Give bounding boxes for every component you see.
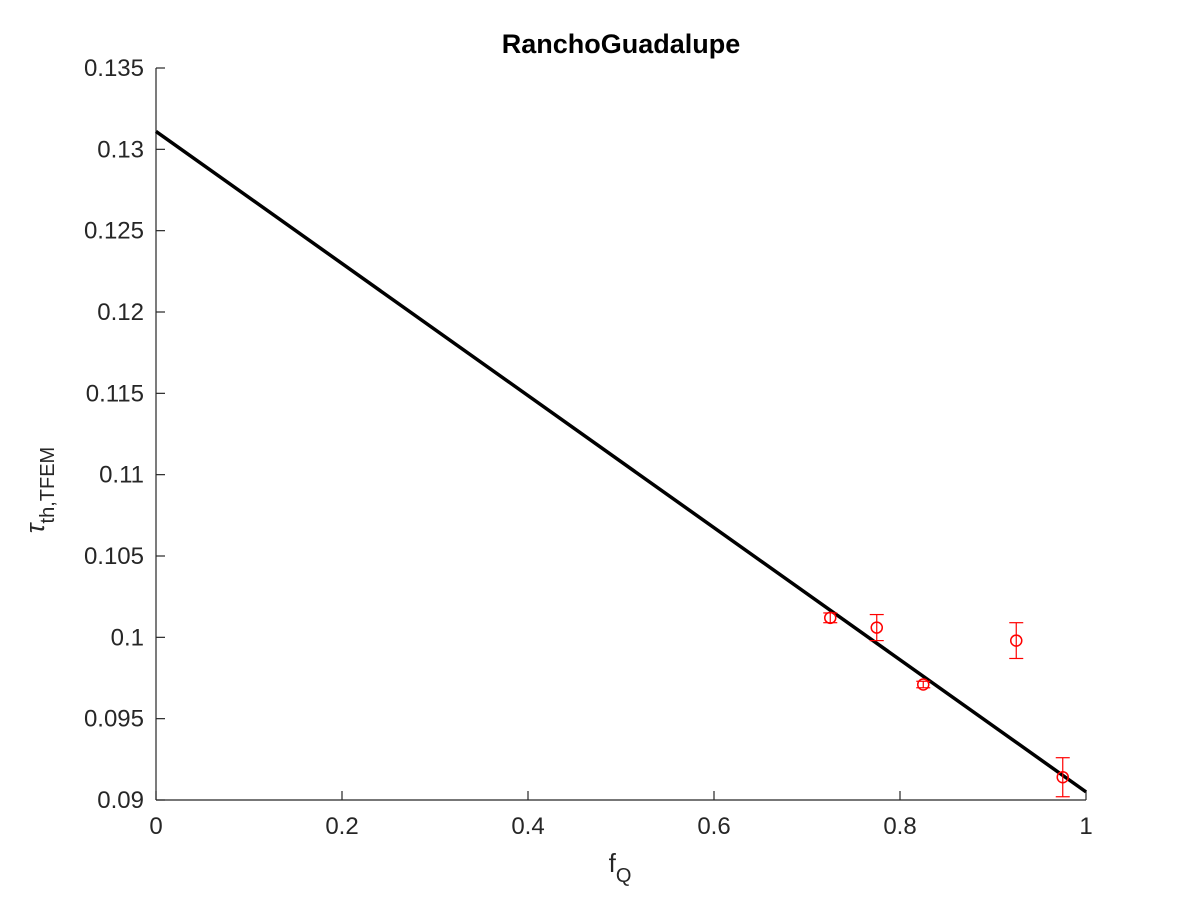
data-point [917,678,930,691]
data-point [1056,770,1069,784]
y-tick-label: 0.09 [97,787,144,814]
axes: 0 0.2 0.4 0.6 0.8 1 0.09 0.095 0.1 0.105 0.11 0.115… [84,55,1093,840]
x-tick-label: 0.2 [325,813,358,840]
y-tick-label: 0.1 [111,624,144,651]
data-point [824,611,837,625]
y-tick-label: 0.115 [86,380,144,407]
fit-line [154,130,1088,794]
data-point [1010,634,1023,647]
y-tick-label: 0.095 [84,706,144,733]
data-point [870,621,883,634]
plot-area [154,130,1088,798]
x-axis-label-main: f [609,848,617,878]
x-tick-label: 0 [149,813,162,840]
y-tick-label: 0.125 [84,218,144,245]
y-tick-label: 0.135 [84,55,144,82]
y-tick-label: 0.13 [97,136,144,163]
y-axis-label: τth,TFEM [20,447,59,533]
x-tick-label: 0.8 [883,813,916,840]
y-tick-label: 0.105 [84,543,144,570]
y-axis-label-sub: th,TFEM [37,447,59,524]
x-tick-label: 1 [1079,813,1092,840]
x-axis-label-sub: Q [616,865,632,887]
y-tick-label: 0.12 [97,299,144,326]
x-tick-label: 0.6 [697,813,730,840]
x-tick-label: 0.4 [511,813,544,840]
y-tick-label: 0.11 [99,462,144,489]
x-axis-label: fQ [609,848,632,887]
chart-title: RanchoGuadalupe [502,29,741,59]
y-axis-label-main: τ [20,521,50,533]
